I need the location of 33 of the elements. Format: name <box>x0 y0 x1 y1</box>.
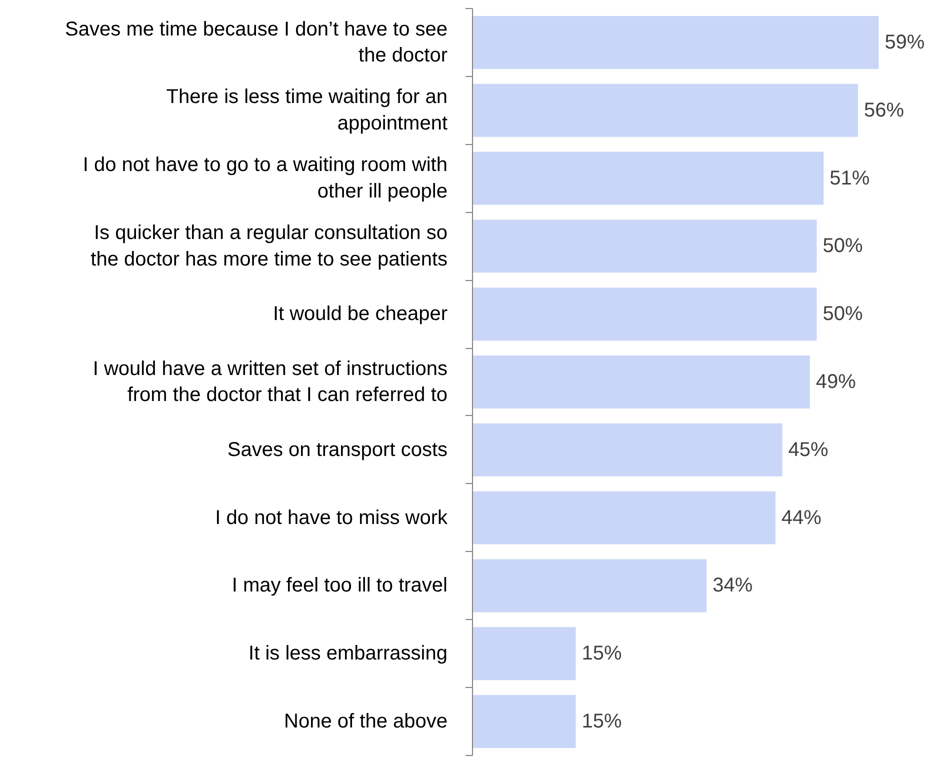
y-tick-label: There is less time waiting for an appointment <box>166 86 448 135</box>
y-tick-label: Is quicker than a regular consultation so the doctor has more time to see patients <box>90 222 448 270</box>
bar <box>472 695 576 748</box>
bar <box>472 152 824 205</box>
bar <box>472 220 817 273</box>
y-tick-label: Saves me time because I don’t have to see the doctor <box>65 18 448 67</box>
bar <box>472 84 858 137</box>
bar <box>472 627 576 680</box>
data-label: 56% <box>864 99 904 122</box>
bar <box>472 356 810 408</box>
data-label: 50% <box>822 235 863 258</box>
bar <box>472 559 707 612</box>
y-tick-label: It is less embarrassing <box>248 642 448 665</box>
y-tick-label: I do not have to go to a waiting room with other ill people <box>82 154 448 202</box>
bar <box>472 288 817 341</box>
bar <box>472 16 879 69</box>
data-label: 50% <box>822 303 863 326</box>
bar <box>472 491 776 544</box>
data-label: 44% <box>781 506 822 529</box>
y-tick-label: I may feel too ill to travel <box>232 574 448 597</box>
data-label: 15% <box>582 642 622 665</box>
data-label: 15% <box>582 710 622 733</box>
y-tick-label: I do not have to miss work <box>215 506 448 529</box>
data-label: 59% <box>884 31 925 54</box>
y-tick-label: Saves on transport costs <box>227 438 448 461</box>
data-label: 51% <box>830 167 870 190</box>
y-tick-label: I would have a written set of instructions from the doctor that I can referred to <box>92 358 448 406</box>
y-tick-label: It would be cheaper <box>272 303 448 326</box>
bar <box>472 423 782 476</box>
data-label: 49% <box>816 371 856 393</box>
data-label: 34% <box>712 574 753 597</box>
data-label: 45% <box>788 438 829 461</box>
y-tick-label: None of the above <box>284 710 448 733</box>
